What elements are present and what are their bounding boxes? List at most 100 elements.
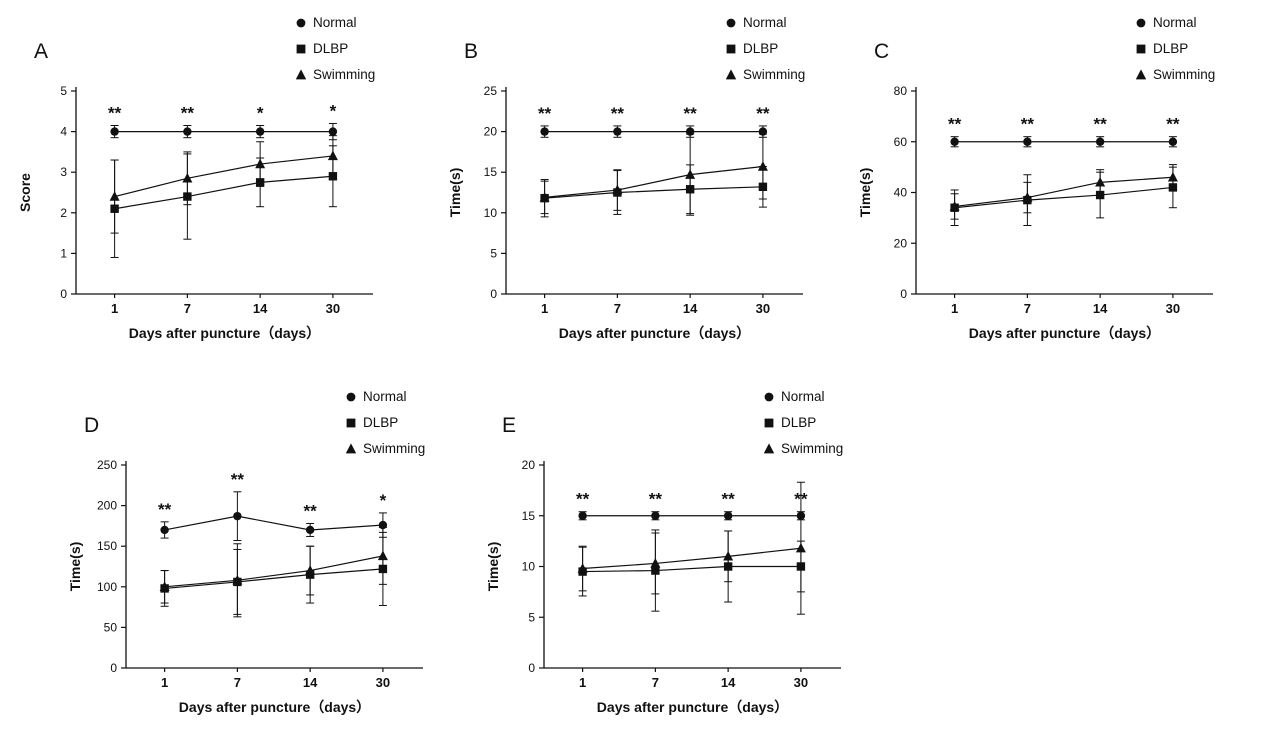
y-tick-label: 3 <box>60 165 67 179</box>
x-tick-label: 30 <box>1166 301 1180 316</box>
legend-triangle-icon <box>295 69 307 80</box>
legend-label: DLBP <box>313 41 348 56</box>
panel-d-container: D 0 50 100 150 200 250 1 7 14 30 Days after punctur… <box>58 380 478 738</box>
x-tick-label: 1 <box>579 675 586 690</box>
data-point-marker <box>613 127 622 136</box>
y-tick-label: 10 <box>484 206 498 220</box>
series-line <box>164 568 383 590</box>
significance-mark: ** <box>722 490 736 509</box>
x-tick-label: 7 <box>234 675 241 690</box>
data-point-marker <box>1168 137 1178 146</box>
significance-mark: ** <box>538 104 552 123</box>
legend-triangle-icon <box>763 443 775 454</box>
y-tick-label: 60 <box>894 135 908 149</box>
significance-mark: ** <box>231 470 245 489</box>
legend-label: DLBP <box>363 415 398 430</box>
legend-triangle-icon <box>725 69 737 80</box>
panel-letter: E <box>502 414 516 437</box>
data-point-marker <box>1023 137 1032 146</box>
legend-label: Normal <box>363 389 407 404</box>
legend-label: Swimming <box>1153 67 1215 82</box>
series-swimming <box>159 527 388 618</box>
x-tick-label: 14 <box>683 301 698 316</box>
panel-letter: B <box>464 40 478 63</box>
series-line <box>582 565 801 573</box>
x-axis-title: Days after puncture（days） <box>179 699 370 715</box>
y-axis-title: Time(s) <box>67 542 83 592</box>
x-axis-title: Days after puncture（days） <box>559 325 750 341</box>
legend-label: DLBP <box>743 41 778 56</box>
data-point-marker <box>233 511 242 521</box>
y-tick-label: 0 <box>900 287 907 301</box>
panel-c-container: C 0 20 40 60 80 1 7 14 30 Days after puncture（days… <box>848 6 1268 364</box>
data-point-marker <box>651 511 660 520</box>
legend: Normal DLBP Swimming <box>763 389 843 456</box>
x-tick-label: 1 <box>541 301 548 316</box>
significance-mark: ** <box>611 104 625 123</box>
significance-mark: ** <box>794 490 808 509</box>
y-tick-label: 0 <box>60 287 67 301</box>
x-tick-label: 30 <box>376 675 390 690</box>
y-tick-label: 50 <box>104 620 118 634</box>
series-line <box>954 186 1173 209</box>
x-tick-label: 7 <box>614 301 621 316</box>
series-swimming <box>577 481 806 615</box>
y-tick-label: 20 <box>894 236 908 250</box>
significance-mark: ** <box>1094 115 1108 134</box>
y-axis-title: Time(s) <box>485 542 501 592</box>
y-tick-label: 80 <box>894 84 908 98</box>
x-tick-label: 7 <box>652 675 659 690</box>
significance-mark: ** <box>304 501 318 520</box>
series-line <box>114 155 333 198</box>
y-tick-label: 0 <box>490 287 497 301</box>
y-tick-label: 150 <box>97 539 117 553</box>
data-point-marker <box>182 172 193 183</box>
y-tick-label: 15 <box>484 165 498 179</box>
series-line <box>582 547 801 570</box>
legend-circle-icon <box>296 18 306 28</box>
x-tick-label: 1 <box>161 675 168 690</box>
data-point-marker <box>305 525 315 535</box>
data-point-marker <box>110 127 119 136</box>
series-normal <box>540 125 768 138</box>
y-tick-label: 15 <box>522 509 536 523</box>
legend-label: DLBP <box>781 415 816 430</box>
x-tick-label: 7 <box>1024 301 1031 316</box>
legend-square-icon <box>726 44 736 54</box>
y-tick-label: 10 <box>522 560 536 574</box>
legend-triangle-icon <box>1135 69 1147 80</box>
y-tick-label: 100 <box>97 580 117 594</box>
significance-mark: ** <box>1021 115 1035 134</box>
legend-square-icon <box>296 44 306 54</box>
x-tick-label: 14 <box>1093 301 1108 316</box>
x-tick-label: 14 <box>721 675 736 690</box>
significance-mark: ** <box>649 490 663 509</box>
panel-a-container: A 0 1 2 3 4 5 1 7 14 30 Days after puncture（days） Sc… <box>8 6 428 364</box>
data-point-marker <box>540 127 549 136</box>
panel-b-container: B 0 5 10 15 20 25 1 7 14 30 Days after puncture（day… <box>438 6 858 364</box>
y-tick-label: 0 <box>528 661 535 675</box>
legend-label: Normal <box>313 15 357 30</box>
legend: Normal DLBP Swimming <box>345 389 425 456</box>
x-tick-label: 30 <box>326 301 340 316</box>
y-tick-label: 25 <box>484 84 498 98</box>
series-normal <box>950 136 1178 148</box>
series-swimming <box>949 164 1178 220</box>
y-tick-label: 0 <box>110 661 117 675</box>
series-dlbp <box>540 164 768 218</box>
x-tick-label: 14 <box>303 675 318 690</box>
data-point-marker <box>255 158 266 169</box>
series-normal <box>110 122 338 141</box>
significance-mark: ** <box>576 490 590 509</box>
x-axis-title: Days after puncture（days） <box>969 325 1160 341</box>
y-axis-title: Time(s) <box>447 168 463 218</box>
significance-mark: ** <box>108 104 122 123</box>
y-tick-label: 5 <box>528 610 535 624</box>
data-point-marker <box>757 161 768 171</box>
data-point-marker <box>723 550 734 561</box>
significance-mark: ** <box>756 104 770 123</box>
data-point-marker <box>1167 171 1178 182</box>
